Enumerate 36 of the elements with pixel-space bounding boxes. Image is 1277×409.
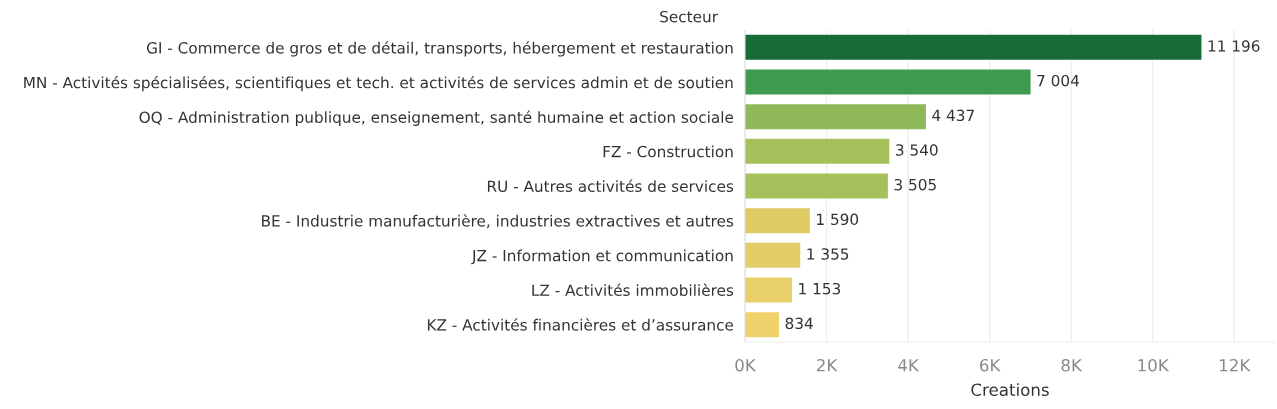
x-tick-label: 2K <box>816 358 838 372</box>
bar <box>745 34 1202 60</box>
bar <box>745 208 810 234</box>
bar <box>745 242 801 268</box>
x-tick-label: 10K <box>1138 358 1170 372</box>
y-tick-label: GI - Commerce de gros et de détail, transports, hébergement et restauration <box>146 41 733 57</box>
data-label: 3 505 <box>894 178 936 191</box>
data-label: 1 355 <box>807 248 849 260</box>
y-tick-label: KZ - Activités financières et d’assurance <box>427 318 734 331</box>
bar <box>745 173 888 199</box>
x-axis-title: Creations <box>971 383 1049 397</box>
data-label: 1 590 <box>817 213 859 226</box>
data-label: 3 540 <box>896 144 938 156</box>
y-tick-label: BE - Industrie manufacturière, industries extractives et autres <box>262 214 734 229</box>
x-tick-label: 0K <box>735 358 757 372</box>
y-tick-label: LZ - Activités immobilières <box>532 283 734 297</box>
data-label: 1 153 <box>799 282 841 295</box>
bar <box>745 69 1031 95</box>
y-tick-label: OQ - Administration publique, enseignement, santé humaine et action sociale <box>139 110 734 126</box>
y-axis-title: Secteur <box>660 10 718 23</box>
x-tick-label: 12K <box>1219 358 1251 372</box>
bar <box>745 138 890 164</box>
data-label: 4 437 <box>932 109 974 122</box>
data-label: 7 004 <box>1037 74 1079 87</box>
y-tick-label: MN - Activités spécialisées, scientifiques et tech. et activités de services admin et de soutien <box>24 75 733 92</box>
bar <box>745 312 779 338</box>
bar <box>745 277 793 303</box>
y-tick-label: RU - Autres activités de services <box>487 179 734 193</box>
x-tick-label: 6K <box>980 358 1001 372</box>
data-label: 11 196 <box>1208 40 1260 52</box>
x-tick-label: 8K <box>1061 358 1083 372</box>
bar <box>745 104 926 130</box>
y-tick-label: JZ - Information et communication <box>471 249 733 265</box>
y-tick-label: FZ - Construction <box>603 145 733 158</box>
x-tick-label: 4K <box>898 359 920 372</box>
data-label: 834 <box>785 317 813 330</box>
